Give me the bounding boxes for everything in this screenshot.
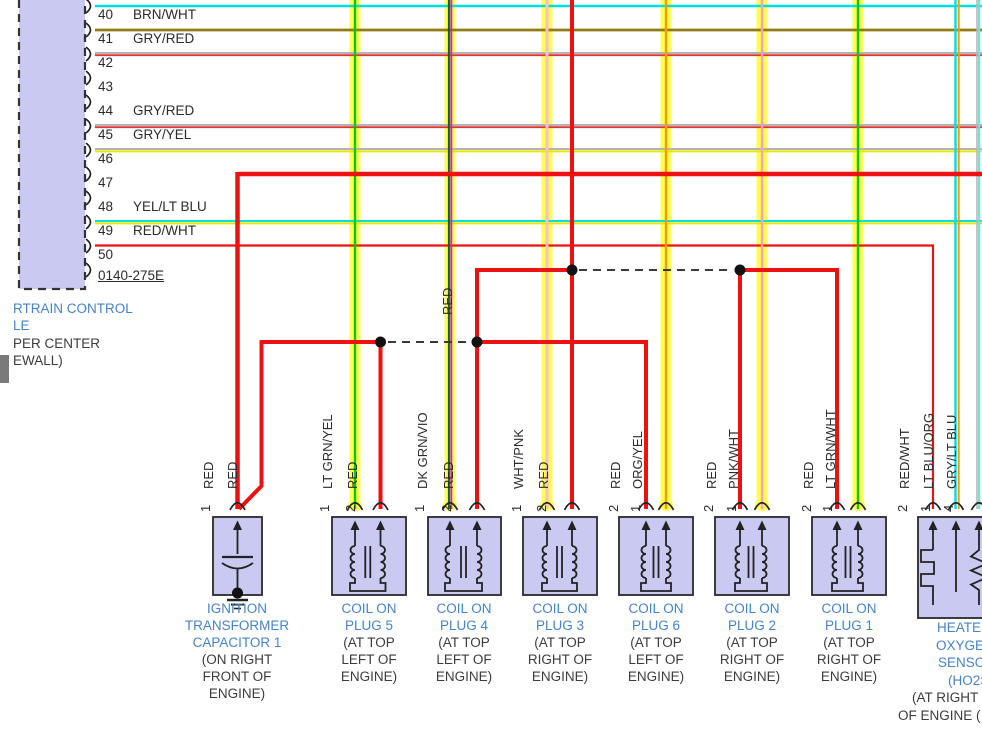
ho2s-caption-line: SENSO — [938, 655, 982, 670]
component-caption-coil-1: COIL ON PLUG 1 (AT TOP RIGHT OF ENGINE) — [816, 601, 882, 684]
ho2s-symbol — [920, 520, 982, 605]
wire-color-label: RED — [224, 461, 240, 489]
pcm-pin-wire-label: GRY/RED — [133, 103, 195, 118]
wire-color-label: GRY/LT BLU — [943, 414, 959, 489]
coil-symbol-3 — [541, 520, 578, 592]
component-caption-coil-6: COIL ON PLUG 6 (AT TOP LEFT OF ENGINE) — [627, 601, 685, 684]
component-pin-number: 1 — [509, 504, 524, 512]
component-pin-number: 1 — [724, 504, 739, 512]
component-pin-number: 2 — [701, 504, 716, 512]
wire-color-label: RED — [344, 461, 360, 489]
component-pin-number: 2 — [439, 504, 454, 512]
splice-dots — [375, 264, 746, 348]
pcm-name-line: LE — [13, 318, 30, 333]
pcm-pin-number: 44 — [98, 103, 114, 118]
pcm-pin-number: 49 — [98, 223, 114, 238]
splice-dashed-links — [388, 269, 733, 343]
component-pin-number: 1 — [412, 504, 427, 512]
box-coil-6 — [618, 516, 694, 596]
ground-icon — [227, 598, 248, 610]
component-pin-number: 4 — [941, 504, 956, 512]
wire-color-label: ORG/YEL — [630, 431, 645, 489]
wire-color-label: WHT/PNK — [511, 429, 526, 489]
component-pin-number: 2 — [606, 504, 621, 512]
component-caption-coil-5: COIL ON PLUG 5 (AT TOP LEFT OF ENGINE) — [340, 601, 398, 684]
pcm-horizontal-wires — [95, 4, 982, 247]
pcm-pin-wire-label: GRY/YEL — [133, 127, 192, 142]
wire-color-label: RED — [535, 461, 551, 489]
pcm-location-line: EWALL) — [13, 353, 63, 368]
coil-symbols — [349, 520, 864, 592]
pcm-pin-number: 41 — [98, 31, 114, 46]
ho2s-caption-line: (HO2S) — [948, 673, 982, 688]
ho2s-caption-line: OXYGE — [936, 638, 982, 653]
ho2s-caption-line: HEATE — [937, 620, 982, 635]
pcm-pin-wire-label: BRN/WHT — [133, 7, 196, 22]
pcm-pin-number: 42 — [98, 55, 114, 70]
component-pin-number: 1 — [198, 504, 213, 512]
wire-color-label: RED — [703, 461, 719, 489]
component-pin-number: 1 — [317, 504, 332, 512]
pcm-pin-number: 43 — [98, 79, 114, 94]
vertical-wire-stripes — [353, 0, 981, 509]
pcm-pin-number: 48 — [98, 199, 114, 214]
coil-symbol-2 — [734, 520, 768, 592]
capacitor-symbol — [221, 520, 254, 610]
box-coil-1 — [811, 516, 887, 596]
pcm-name-line: RTRAIN CONTROL — [13, 301, 133, 316]
coil-symbol-1 — [831, 520, 864, 592]
connector-code-link[interactable]: 0140-275E — [98, 268, 165, 283]
pcm-pin-number: 50 — [98, 247, 114, 262]
wire-color-label: LT GRN/YEL — [319, 414, 335, 489]
wire-color-label: RED — [608, 461, 623, 489]
left-edge-tab[interactable] — [0, 355, 9, 383]
wire-color-label: RED — [440, 461, 456, 489]
component-pin-number: 2 — [533, 504, 549, 512]
box-coil-3 — [522, 516, 598, 596]
wire-color-label: RED/WHT — [897, 428, 912, 489]
component-pin-number: 2 — [895, 504, 910, 512]
component-pin-number: 2 — [799, 504, 814, 512]
box-coil-5 — [331, 516, 407, 596]
wire-color-label: DK GRN/VIO — [414, 412, 430, 489]
wire-color-label: RED — [440, 287, 455, 315]
box-ho2s — [917, 516, 982, 619]
coil-symbol-6 — [640, 520, 672, 592]
component-pin-number: 1 — [918, 504, 933, 512]
pcm-pin-wire-label: YEL/LT BLU — [133, 199, 207, 214]
pcm-pin-number: 45 — [98, 127, 114, 142]
component-caption-capacitor: IGNITION TRANSFORMER CAPACITOR 1 (ON RIG… — [184, 601, 290, 701]
wire-color-label: PNK/WHT — [725, 429, 741, 489]
component-caption-coil-4: COIL ON PLUG 4 (AT TOP LEFT OF ENGINE) — [435, 601, 493, 684]
red-power-network — [235, 0, 982, 511]
pcm-pin-wire-label: RED/WHT — [133, 223, 196, 238]
pcm-location-line: PER CENTER — [13, 336, 101, 351]
pcm-connector-block — [17, 0, 92, 291]
component-caption-coil-3: COIL ON PLUG 3 (AT TOP RIGHT OF ENGINE) — [527, 601, 593, 684]
wire-color-label: LT GRN/WHT — [822, 409, 838, 489]
component-pin-number: 1 — [820, 504, 835, 512]
wire-color-label: RED — [200, 461, 216, 489]
component-pin-number: 1 — [628, 504, 643, 512]
wire-color-label: LT BLU/ORG — [920, 412, 936, 489]
coil-symbol-4 — [444, 520, 483, 592]
pcm-pin-number: 46 — [98, 151, 114, 166]
pcm-pin-number: 47 — [98, 175, 114, 190]
pcm-pin-sockets — [85, 0, 92, 278]
box-coil-2 — [714, 516, 790, 596]
coil-symbol-5 — [349, 520, 387, 592]
box-coil-4 — [427, 516, 502, 596]
pcm-pin-number: 40 — [98, 7, 114, 22]
ho2s-caption-line: (AT RIGHT — [912, 690, 979, 705]
component-caption-coil-2: COIL ON PLUG 2 (AT TOP RIGHT OF ENGINE) — [719, 601, 785, 684]
pcm-pin-wire-label: GRY/RED — [133, 31, 195, 46]
ho2s-caption-line: OF ENGINE ( — [898, 708, 981, 723]
component-pin-sockets — [229, 501, 982, 511]
wire-color-label: RED — [800, 461, 816, 489]
component-pin-number: 2 — [342, 504, 358, 512]
component-boxes — [212, 516, 982, 619]
